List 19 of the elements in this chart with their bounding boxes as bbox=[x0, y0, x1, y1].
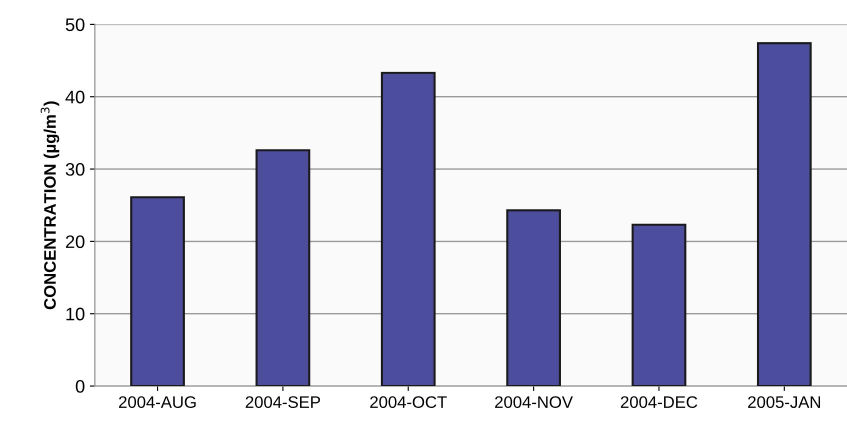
x-tick-label: 2004-AUG bbox=[119, 396, 196, 408]
y-tick-label: 20 bbox=[66, 235, 84, 248]
bar bbox=[756, 42, 812, 386]
y-tick-label: 40 bbox=[65, 90, 84, 104]
bar bbox=[632, 224, 686, 386]
bar bbox=[130, 196, 185, 386]
y-axis-title: CONCENTRATION (µg/m$^{3}$) bbox=[40, 101, 60, 310]
x-tick-label: 2004-SEP bbox=[246, 396, 320, 408]
y-tick-label: 50 bbox=[66, 18, 84, 32]
x-tick-label: 2004-OCT bbox=[370, 396, 447, 408]
y-tick-label: 0 bbox=[76, 380, 84, 393]
bar bbox=[256, 149, 310, 386]
bar bbox=[380, 72, 436, 386]
y-tick-label: 30 bbox=[66, 162, 84, 176]
x-tick-label: 2005-JAN bbox=[748, 396, 820, 408]
x-tick-label: 2004-DEC bbox=[620, 396, 698, 408]
bar bbox=[506, 209, 561, 386]
x-tick-label: 2004-NOV bbox=[495, 396, 573, 408]
y-tick-label: 10 bbox=[66, 308, 84, 320]
